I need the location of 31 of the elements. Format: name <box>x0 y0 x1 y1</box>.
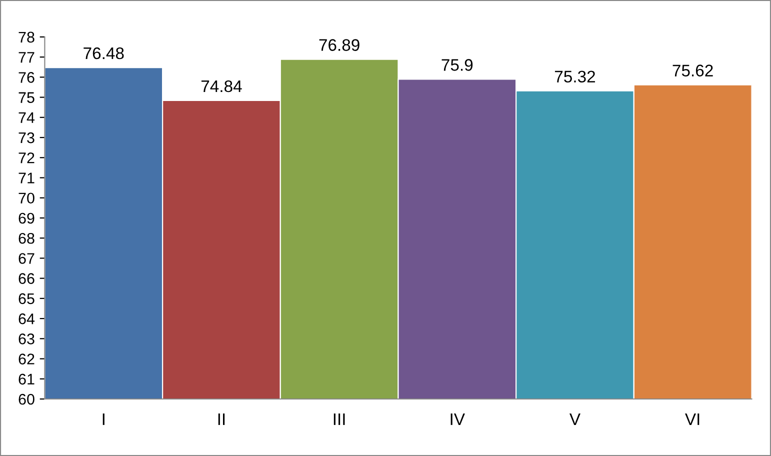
y-tick-label: 77 <box>18 52 34 63</box>
y-tick-label: 60 <box>18 394 34 405</box>
y-tick-label: 74 <box>18 112 35 123</box>
y-tick-label: 69 <box>18 212 34 224</box>
y-tick-label: 63 <box>18 334 34 344</box>
y-tick-label: 64 <box>18 313 35 324</box>
data-label: 76.89 <box>319 39 360 51</box>
x-tick-label: I <box>102 414 104 425</box>
y-tick-label: 71 <box>18 172 34 184</box>
data-label: 75.32 <box>554 70 595 83</box>
data-label: 74.84 <box>201 80 242 92</box>
x-tick-label: VI <box>685 414 700 425</box>
y-tick-label: 72 <box>18 152 34 164</box>
x-tick-label: V <box>569 414 580 425</box>
y-tick-label: 62 <box>18 354 34 364</box>
y-tick-label: 76 <box>18 72 34 83</box>
x-tick-label: IV <box>450 414 465 425</box>
y-tick-label: 75 <box>18 92 34 103</box>
y-tick-label: 65 <box>18 293 34 304</box>
y-tick-label: 68 <box>18 232 34 244</box>
y-tick-label: 70 <box>18 192 34 204</box>
data-label: 75.62 <box>672 64 713 76</box>
y-tick-label: 67 <box>18 253 34 264</box>
x-tick-label: III <box>334 414 345 425</box>
y-tick-label: 61 <box>18 374 34 385</box>
data-label: 76.48 <box>84 47 124 60</box>
y-tick-label: 78 <box>18 32 34 43</box>
y-tick-label: 66 <box>18 273 34 284</box>
data-label: 75.9 <box>442 59 473 71</box>
y-tick-label: 73 <box>18 132 34 144</box>
x-tick-label: II <box>218 414 225 425</box>
